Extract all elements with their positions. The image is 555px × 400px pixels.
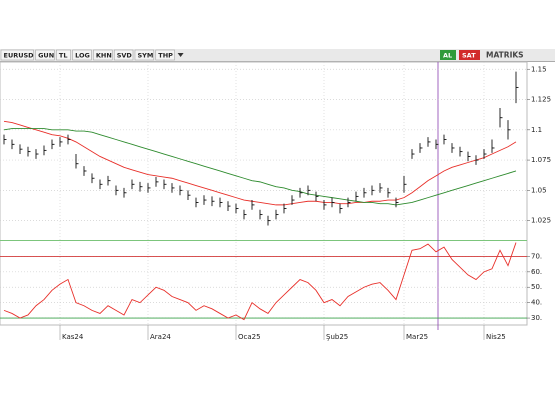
toolbar-button-label[interactable]: LOG <box>75 52 90 60</box>
toolbar-button[interactable] <box>72 49 92 61</box>
y-tick-label: 40. <box>531 299 542 307</box>
brand: MATRIKS <box>486 51 524 60</box>
toolbar-button-label[interactable]: THP <box>158 52 173 60</box>
toolbar-button-label[interactable]: SVD <box>117 52 133 60</box>
toolbar-button[interactable] <box>113 49 134 61</box>
y-tick-label: 1.05 <box>531 186 547 194</box>
action-button[interactable] <box>440 50 456 60</box>
y-tick-label: 50. <box>531 283 542 291</box>
indicator-line <box>3 242 517 321</box>
action-button-label[interactable]: SAT <box>462 52 476 60</box>
indicator-line <box>3 120 517 206</box>
plot-frame <box>0 61 528 326</box>
x-tick-label: Kas24 <box>62 333 84 341</box>
toolbar-button-label[interactable]: TL <box>59 52 68 60</box>
x-tick-label: Şub25 <box>326 333 348 341</box>
toolbar-button[interactable] <box>155 49 175 61</box>
toolbar-button-label[interactable]: SYM <box>138 52 154 60</box>
y-tick-label: 70. <box>531 252 542 260</box>
y-tick-label: 1.1 <box>531 126 542 134</box>
action-button[interactable] <box>459 50 480 60</box>
indicator-line <box>3 128 517 206</box>
toolbar-button[interactable] <box>0 49 34 61</box>
y-tick-label: 1.125 <box>531 96 551 104</box>
action-button-label[interactable]: AL <box>443 52 452 60</box>
dropdown-arrow[interactable] <box>177 53 184 57</box>
y-tick-label: 1.025 <box>531 217 551 225</box>
toolbar-button[interactable] <box>35 49 55 61</box>
y-tick-label: 1.075 <box>531 156 551 164</box>
x-tick-label: Oca25 <box>238 333 261 341</box>
y-tick-label: 30. <box>531 314 542 322</box>
toolbar-button[interactable] <box>56 49 71 61</box>
toolbar-button-label[interactable]: KHN <box>96 52 112 60</box>
y-tick-label: 60. <box>531 268 542 276</box>
toolbar-button[interactable] <box>134 49 155 61</box>
toolbar-button-label[interactable]: GUN <box>38 52 54 60</box>
x-tick-label: Nis25 <box>486 333 506 341</box>
x-tick-label: Ara24 <box>150 333 171 341</box>
toolbar-button-label[interactable]: EURUSD <box>4 52 35 60</box>
x-tick-label: Mar25 <box>406 333 428 341</box>
toolbar-button[interactable] <box>93 49 113 61</box>
y-tick-label: 1.15 <box>531 65 547 73</box>
